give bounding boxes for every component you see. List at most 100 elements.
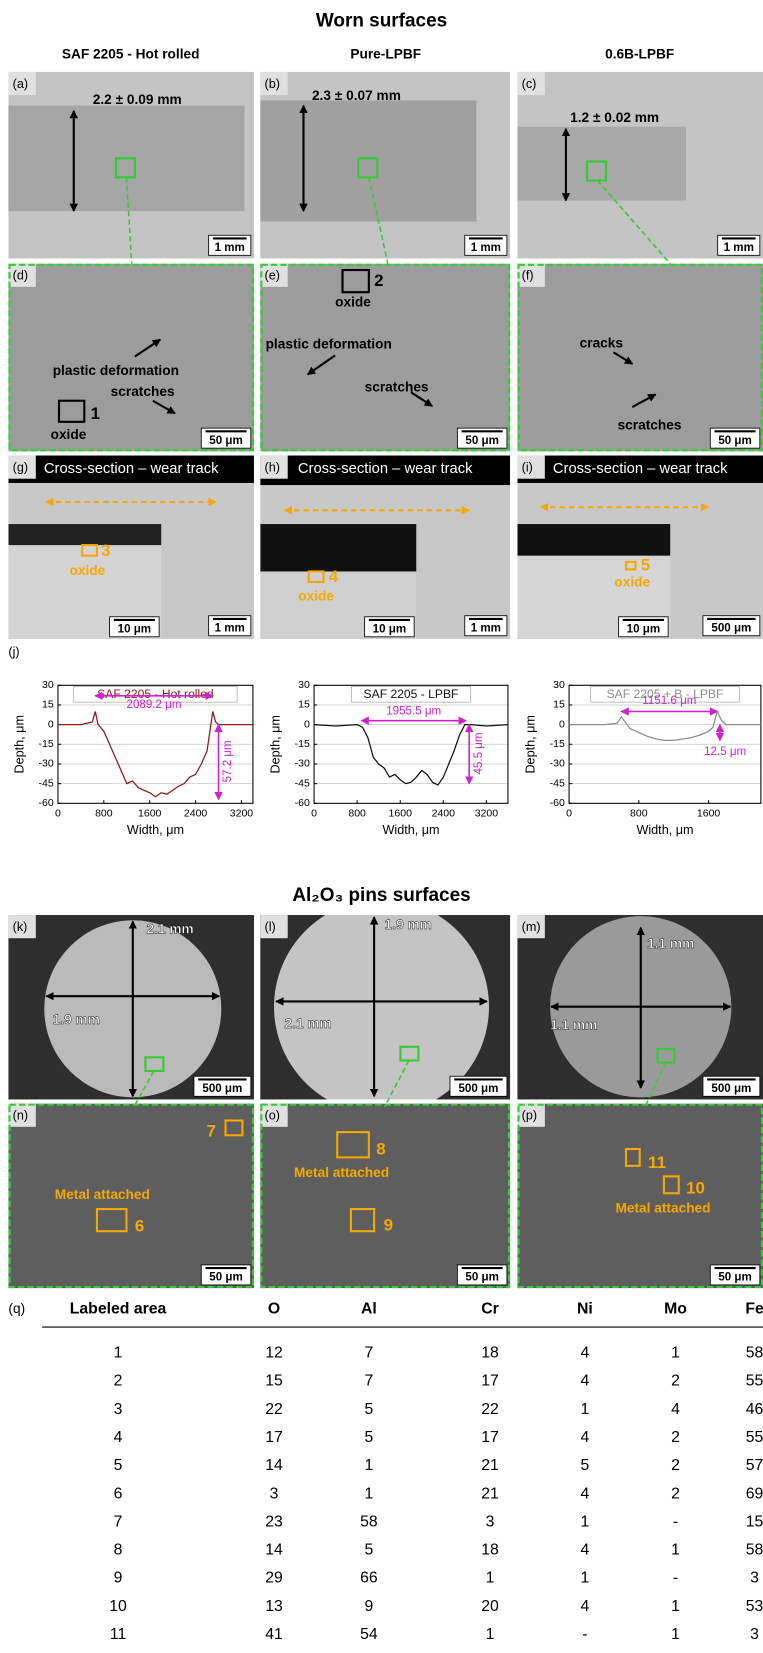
x-tick-label: 1600 [697, 808, 721, 820]
table-cell: 18 [481, 1542, 499, 1559]
table-cell: 9 [114, 1570, 123, 1587]
dimension-label: 45.5 μm [473, 732, 485, 774]
band-label: Cross-section – wear track [553, 461, 728, 477]
scale-bar-label: 10 μm [627, 623, 660, 635]
table-cell: - [673, 1513, 678, 1530]
annotation: 3 [101, 541, 110, 560]
panel-label: (k) [13, 920, 28, 934]
table-cell: 1 [486, 1626, 495, 1643]
table-cell: 55 [746, 1429, 763, 1446]
x-tick-label: 2400 [184, 808, 208, 820]
table-cell: 8 [114, 1542, 123, 1559]
table-cell: 2 [114, 1373, 123, 1390]
shape [517, 524, 670, 556]
annotation: 2 [374, 271, 383, 290]
scale-bar-label: 10 μm [373, 623, 406, 635]
x-tick-label: 1600 [389, 808, 413, 820]
table-cell: 2 [671, 1429, 680, 1446]
figure-title: Worn surfaces [316, 10, 447, 31]
panel-label: (d) [13, 269, 28, 283]
table-header: Cr [481, 1300, 499, 1317]
table-cell: 21 [481, 1485, 499, 1502]
table-cell: 21 [481, 1457, 499, 1474]
table-cell: 22 [265, 1401, 283, 1418]
scale-bar-label: 500 μm [711, 1083, 751, 1095]
table-cell: 12 [265, 1345, 283, 1362]
y-tick-label: 0 [48, 718, 54, 730]
table-cell: 1 [580, 1570, 589, 1587]
column-title: 0.6B-LPBF [605, 47, 674, 62]
table-cell: 10 [109, 1598, 127, 1615]
table-cell: 58 [360, 1513, 378, 1530]
x-axis-label: Width, μm [127, 823, 184, 837]
annotation: cracks [580, 335, 624, 350]
y-tick-label: 30 [298, 679, 310, 691]
table-cell: 4 [671, 1401, 680, 1418]
panel-label: (b) [265, 77, 280, 91]
y-tick-label: -30 [550, 758, 565, 770]
table-cell: 1 [671, 1626, 680, 1643]
annotation: plastic deformation [53, 363, 179, 378]
annotation: oxide [614, 575, 650, 590]
section-title: Al₂O₃ pins surfaces [292, 885, 470, 906]
y-axis-label: Depth, μm [12, 715, 26, 774]
y-tick-label: -60 [550, 797, 565, 809]
table-cell: 57 [746, 1457, 763, 1474]
shape [260, 524, 416, 571]
table-cell: 18 [481, 1345, 499, 1362]
table-cell: 11 [110, 1626, 127, 1643]
table-cell: - [582, 1626, 587, 1643]
table-header: Fe [745, 1300, 763, 1317]
table-cell: 15 [265, 1373, 283, 1390]
dimension-label: 1955.5 μm [386, 706, 441, 718]
table-cell: 53 [746, 1598, 763, 1615]
table-cell: 1 [671, 1542, 680, 1559]
panel-label: (i) [522, 461, 533, 475]
panel-label: (a) [13, 77, 28, 91]
table-cell: 66 [360, 1570, 378, 1587]
x-axis-label: Width, μm [636, 823, 693, 837]
y-tick-label: -60 [295, 797, 310, 809]
table-cell: 13 [265, 1598, 283, 1615]
annotation: 10 [686, 1178, 705, 1197]
table-cell: 6 [114, 1485, 123, 1502]
table-cell: 4 [580, 1542, 589, 1559]
dimension-label: 2089.2 μm [127, 699, 182, 711]
table-cell: 1 [114, 1345, 123, 1362]
dimension-label: 57.2 μm [222, 740, 234, 782]
annotation: scratches [618, 418, 682, 433]
scale-bar-label: 50 μm [465, 435, 498, 447]
table-cell: 7 [364, 1345, 373, 1362]
annotation: 9 [384, 1215, 393, 1234]
scale-bar-label: 1 mm [471, 622, 501, 634]
y-tick-label: -15 [295, 738, 310, 750]
y-tick-label: -15 [550, 738, 565, 750]
table-cell: 1 [671, 1345, 680, 1362]
table-cell: 5 [364, 1542, 373, 1559]
scale-bar-label: 500 μm [458, 1083, 498, 1095]
annotation: 1.1 mm [647, 936, 694, 951]
table-cell: 22 [481, 1401, 499, 1418]
annotation: 2.3 ± 0.07 mm [312, 88, 401, 103]
scale-bar-label: 1 mm [471, 242, 501, 254]
panel-label: (q) [8, 1301, 25, 1316]
table-header: Labeled area [70, 1300, 167, 1317]
x-tick-label: 0 [55, 808, 61, 820]
table-cell: 1 [580, 1513, 589, 1530]
annotation: 5 [641, 556, 650, 575]
x-tick-label: 0 [311, 808, 317, 820]
table-cell: 4 [580, 1345, 589, 1362]
micrograph [8, 264, 254, 452]
scale-bar-label: 50 μm [465, 1272, 498, 1284]
annotation: scratches [111, 384, 175, 399]
scale-bar-label: 50 μm [718, 435, 751, 447]
annotation: 4 [329, 567, 339, 586]
y-tick-label: 15 [553, 699, 565, 711]
panel-label: (n) [13, 1109, 28, 1123]
annotation: oxide [51, 427, 87, 442]
table-cell: 4 [580, 1373, 589, 1390]
table-cell: 5 [364, 1401, 373, 1418]
y-tick-label: 0 [304, 718, 310, 730]
annotation: 1.1 mm [550, 1017, 597, 1032]
annotation: scratches [365, 380, 429, 395]
